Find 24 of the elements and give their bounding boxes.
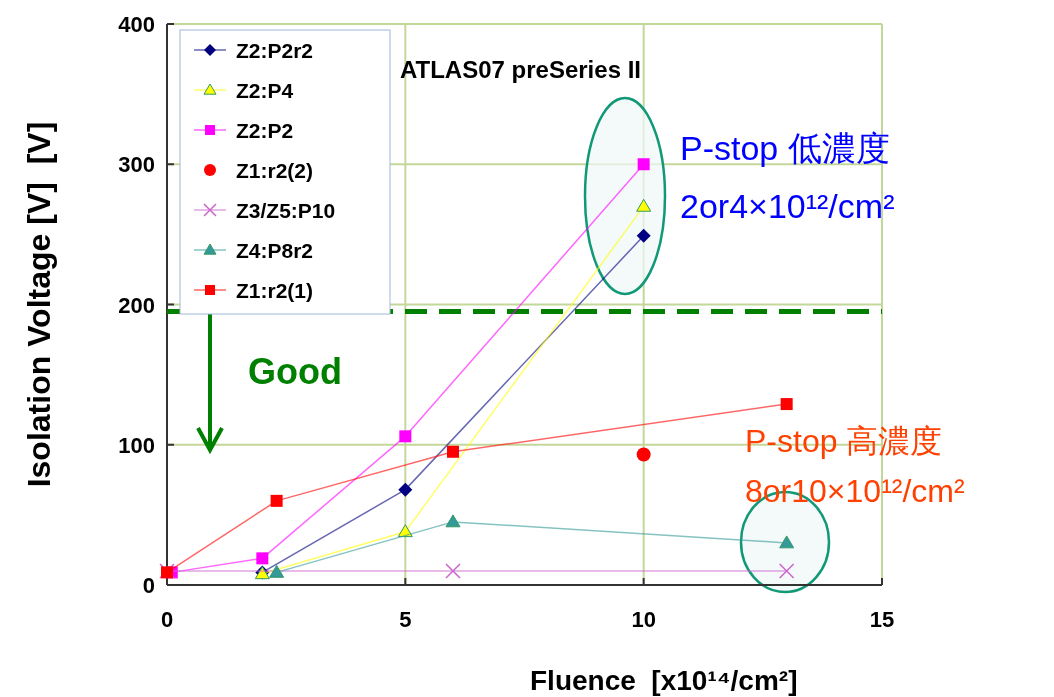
y-axis-title: Isolation Voltage [V] [V] [21,121,57,488]
annotation: ATLAS07 preSeries II [400,56,641,83]
legend-label: Z3/Z5:P10 [236,199,336,222]
annotation: 2or4×10¹²/cm² [680,187,895,225]
y-tick-label: 0 [142,573,155,598]
y-tick-label: 300 [118,152,155,178]
legend-label: Z2:P4 [236,79,294,102]
legend-label: Z2:P2 [236,119,294,142]
legend-label: Z1:r2(1) [236,279,314,302]
annotation: 8or10×10¹²/cm² [745,473,965,509]
y-tick-label: 400 [118,12,155,37]
y-tick-label: 200 [118,292,155,318]
legend-label: Z4:P8r2 [236,239,314,262]
x-tick-label: 5 [399,607,412,632]
annotation: P-stop 高濃度 [745,423,943,459]
x-axis-title: Fluence [x10¹⁴/cm²] [530,665,798,696]
y-tick-label: 100 [118,432,155,458]
x-tick-label: 0 [160,607,174,632]
x-tick-label: 15 [869,607,895,632]
legend-label: Z2:P2r2 [236,39,314,62]
annotation: Good [248,351,342,392]
legend-label: Z1:r2(2) [236,159,314,182]
annotation: P-stop 低濃度 [680,129,890,167]
x-tick-label: 10 [631,607,656,632]
